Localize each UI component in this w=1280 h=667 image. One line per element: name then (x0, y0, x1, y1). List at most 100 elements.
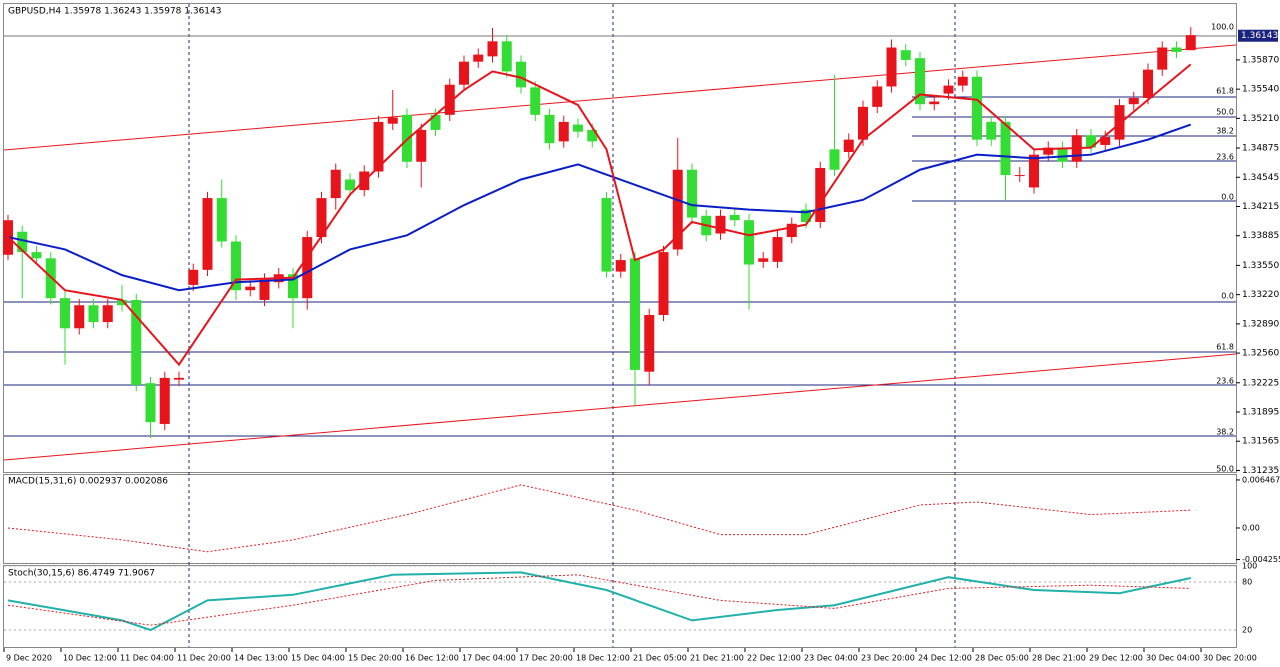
candle-body (573, 124, 583, 132)
y-tick-label: 1.32890 (1242, 319, 1279, 329)
fibo-label: 61.8 (1216, 87, 1234, 96)
candle-body (131, 299, 142, 385)
y-tick-label: 1.31235 (1242, 466, 1279, 476)
candle-body (444, 84, 455, 115)
y-tick-label: 100 (1242, 562, 1257, 571)
y-tick-label: 1.34545 (1242, 173, 1279, 183)
y-tick-label: 0.006467 (1242, 475, 1280, 484)
y-tick-label: 1.34875 (1242, 144, 1279, 154)
x-tick-label: 9 Dec 2020 (6, 654, 52, 663)
trendlines (3, 44, 1237, 461)
candle-body (587, 129, 598, 142)
moving-average (7, 63, 1192, 367)
candle-body (88, 305, 99, 323)
candle-body (117, 299, 127, 306)
candle-body (1000, 121, 1011, 176)
candle-body (188, 269, 199, 285)
candle-body (316, 198, 327, 238)
candle-body (345, 179, 355, 191)
candle-body (530, 87, 541, 115)
x-tick-label: 29 Dec 12:00 (1089, 654, 1143, 663)
y-tick-label: -0.004255 (1242, 555, 1280, 564)
y-tick-label: 1.35210 (1242, 114, 1279, 124)
trendline (3, 353, 1237, 461)
last-price-box (1238, 29, 1278, 42)
fibo-label: 23.6 (1216, 377, 1234, 386)
x-tick-label: 15 Dec 20:00 (348, 654, 402, 663)
candle-body (60, 298, 70, 329)
candle-body (516, 61, 526, 88)
candle-body (729, 214, 740, 221)
candle-body (1014, 175, 1025, 177)
y-tick-label: 1.35540 (1242, 85, 1279, 95)
macd-panel (3, 474, 1237, 564)
candle-body (1057, 147, 1068, 162)
candle-body (658, 252, 669, 315)
candle-body (558, 121, 569, 142)
candle-body (245, 286, 256, 291)
x-tick-label: 23 Dec 04:00 (804, 654, 858, 663)
candle-body (302, 237, 313, 299)
x-tick-label: 18 Dec 12:00 (576, 654, 630, 663)
fibo-label: 23.6 (1216, 153, 1234, 162)
x-tick-label: 17 Dec 04:00 (462, 654, 516, 663)
candle-body (943, 85, 954, 94)
candle-body (772, 237, 783, 262)
x-tick-label: 28 Dec 21:00 (1032, 654, 1086, 663)
candle-body (216, 198, 227, 242)
x-tick-label: 11 Dec 04:00 (120, 654, 174, 663)
fibo-label: 38.2 (1216, 127, 1234, 136)
candle-body (829, 149, 840, 170)
candle-body (174, 377, 184, 380)
y-tick-label: 1.32225 (1242, 378, 1279, 388)
macd-label: MACD(15,31,6) 0.002937 0.002086 (8, 477, 168, 487)
candle-body (1171, 47, 1182, 52)
candle-body (1128, 98, 1139, 105)
fibo-label: 50.0 (1216, 465, 1234, 474)
y-tick-label: 1.32560 (1242, 349, 1279, 359)
candle-body (858, 106, 868, 140)
x-tick-label: 28 Dec 05:00 (975, 654, 1029, 663)
candle-body (74, 305, 85, 329)
macd-signal (7, 484, 1191, 553)
candle-body (1114, 105, 1125, 140)
candle-body (615, 260, 626, 272)
candle-body (544, 114, 555, 144)
candle-body (259, 279, 270, 300)
chart-title: GBPUSD,H4 1.35978 1.36243 1.35978 1.3614… (8, 7, 221, 17)
y-tick-label: 1.33550 (1242, 261, 1279, 271)
y-tick-label: 1.34215 (1242, 202, 1279, 212)
fibo-lines (4, 35, 1236, 437)
candle-body (1043, 147, 1054, 155)
candle-body (402, 114, 412, 162)
y-tick-label: 20 (1242, 626, 1252, 635)
y-tick-label: 1.31895 (1242, 407, 1279, 417)
candle-body (972, 76, 982, 140)
candle-body (915, 58, 925, 105)
fibo-label: 100.0 (1211, 23, 1234, 32)
candle-body (459, 61, 469, 85)
stoch-label: Stoch(30,15,6) 86.4749 71.9067 (8, 569, 155, 579)
candle-body (900, 50, 911, 60)
candle-body (416, 129, 427, 162)
candle-body (687, 169, 697, 218)
candle-body (288, 274, 298, 299)
candle-body (630, 258, 640, 370)
candle-body (601, 198, 612, 272)
candle-body (430, 114, 441, 130)
candle-body (102, 305, 113, 323)
candle-body (1029, 154, 1039, 188)
candle-body (501, 41, 512, 72)
separators (188, 4, 956, 647)
x-tick-label: 14 Dec 13:00 (234, 654, 288, 663)
candle-body (715, 215, 726, 234)
fibo-label: 50.0 (1216, 108, 1234, 117)
candle-body (786, 223, 797, 238)
candle-body (672, 169, 683, 250)
candle-body (644, 315, 655, 372)
candle-body (159, 377, 170, 424)
fibo-label: 38.2 (1216, 428, 1234, 437)
candle-body (145, 383, 156, 423)
x-tick-label: 30 Dec 20:00 (1203, 654, 1257, 663)
candle-body (231, 241, 241, 291)
